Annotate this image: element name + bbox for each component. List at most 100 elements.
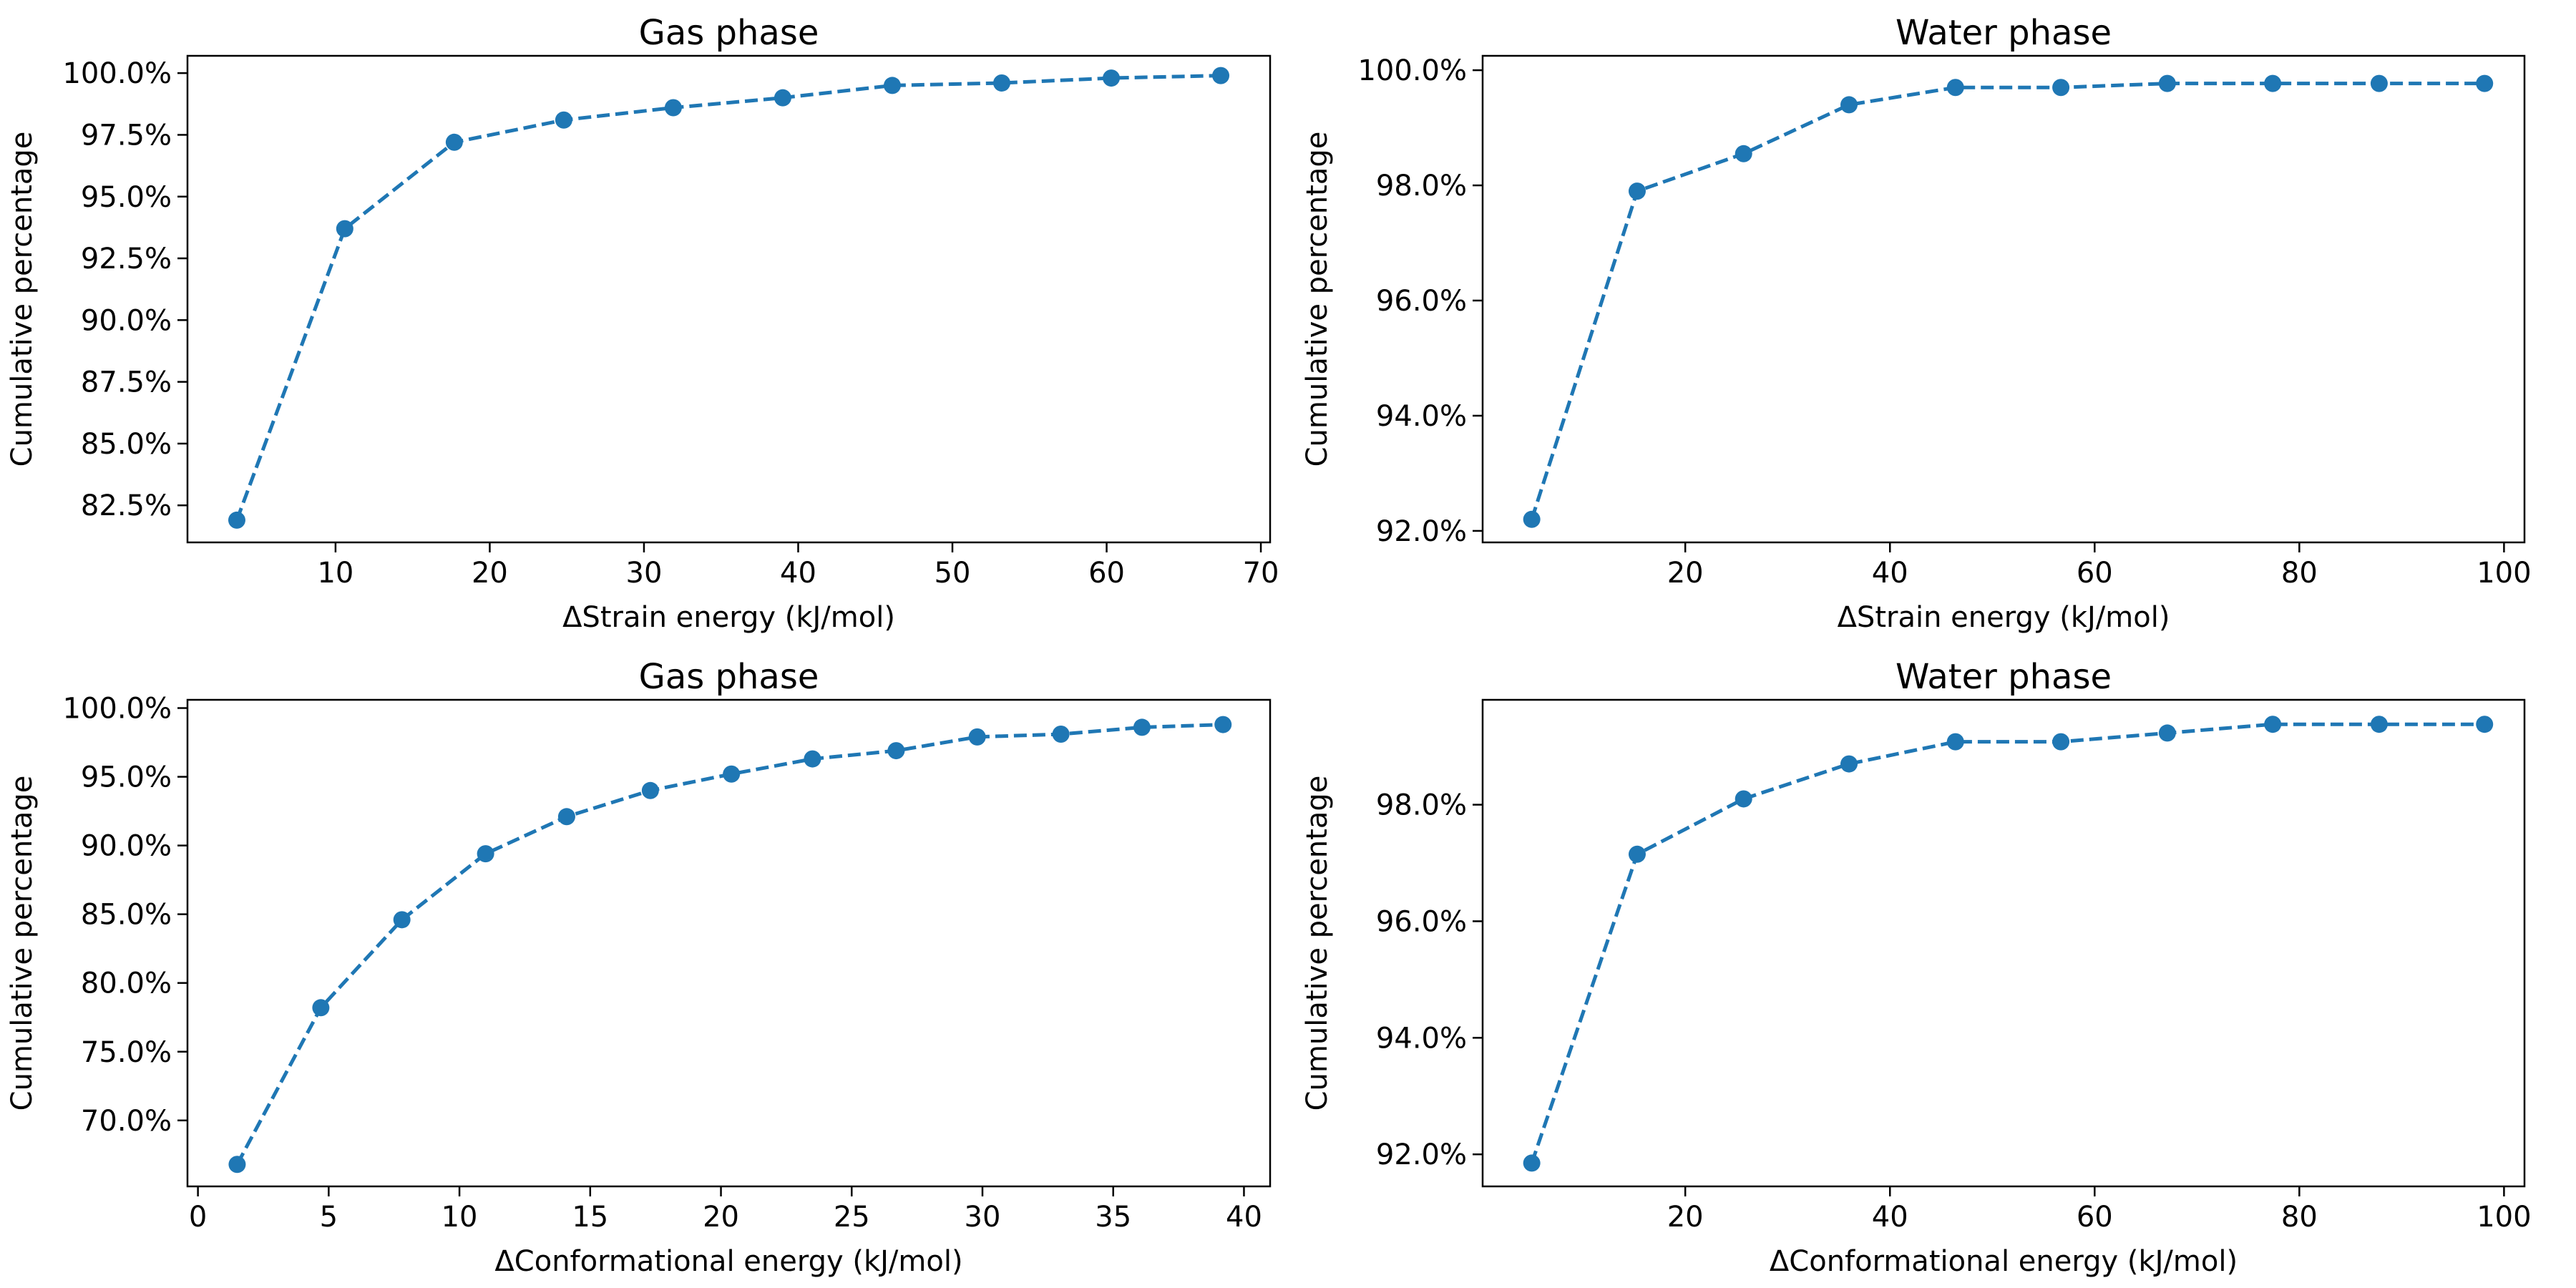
data-point <box>477 845 494 863</box>
y-tick-label: 90.0% <box>81 304 172 337</box>
data-point <box>1523 510 1541 528</box>
data-point <box>557 808 575 826</box>
series-line <box>235 74 1221 521</box>
series-line <box>235 723 1224 1166</box>
data-point <box>2158 724 2176 742</box>
x-tick-label: 40 <box>1872 1201 1908 1234</box>
y-tick-label: 96.0% <box>1376 905 1467 938</box>
data-point <box>2370 716 2388 733</box>
x-axis-label: ΔConformational energy (kJ/mol) <box>494 1245 962 1278</box>
axes-frame <box>186 54 1272 544</box>
y-tick-label: 85.0% <box>81 428 172 461</box>
y-tick-label: 75.0% <box>81 1036 172 1069</box>
data-point <box>1946 79 1964 97</box>
x-tick-label: 40 <box>1872 557 1908 590</box>
data-point <box>393 911 411 929</box>
x-tick-label: 30 <box>626 557 663 590</box>
axes-frame <box>1481 54 2526 544</box>
data-point <box>2370 74 2388 92</box>
chart-panel-2: Water phase 20 40 60 80 100 92.0% 94.0% 96.0% 98.… <box>1301 13 2532 634</box>
x-tick-label: 100 <box>2477 557 2531 590</box>
series-line <box>1530 82 2485 520</box>
x-axis-label: ΔStrain energy (kJ/mol) <box>562 601 895 634</box>
chart-panel-1: Gas phase 10 20 30 40 50 60 70 82.5% 85.0% 87.5% 90… <box>6 13 1279 634</box>
data-point <box>2158 74 2176 92</box>
y-tick-label: 70.0% <box>81 1105 172 1138</box>
y-tick-label: 92.0% <box>1376 515 1467 548</box>
y-tick-label: 95.0% <box>81 761 172 794</box>
chart-panel-4: Water phase 20 40 60 80 100 92.0% 94.0% 96.0% 98.… <box>1301 657 2532 1278</box>
x-tick-label: 5 <box>320 1201 338 1234</box>
x-tick-label: 70 <box>1243 557 1279 590</box>
x-tick-label: 40 <box>1226 1201 1262 1234</box>
y-axis-label: Cumulative percentage <box>1301 132 1334 467</box>
x-tick-label: 40 <box>780 557 816 590</box>
data-point <box>228 1156 246 1174</box>
data-point <box>1840 96 1858 114</box>
data-point <box>1735 145 1752 162</box>
y-tick-label: 92.5% <box>81 243 172 275</box>
data-point <box>2476 74 2494 92</box>
y-tick-label: 85.0% <box>81 899 172 932</box>
y-tick-label: 92.0% <box>1376 1138 1467 1171</box>
axes-frame <box>186 698 1272 1188</box>
y-tick-label: 94.0% <box>1376 400 1467 433</box>
data-point <box>1840 755 1858 773</box>
data-point <box>2052 733 2070 751</box>
data-point <box>804 750 821 768</box>
x-tick-label: 80 <box>2281 1201 2318 1234</box>
y-axis-label: Cumulative percentage <box>6 132 39 467</box>
x-tick-label: 100 <box>2477 1201 2531 1234</box>
data-point <box>312 999 330 1017</box>
x-axis-label: ΔConformational energy (kJ/mol) <box>1770 1245 2238 1278</box>
chart-panel-3: Gas phase 0 5 10 15 20 25 30 35 40 70.0% 75.0% 80.0%… <box>6 657 1272 1278</box>
data-point <box>1212 67 1230 84</box>
chart-title: Water phase <box>1896 657 2112 697</box>
chart-title: Gas phase <box>639 657 819 697</box>
x-tick-label: 60 <box>2077 1201 2113 1234</box>
y-tick-label: 98.0% <box>1376 789 1467 822</box>
y-tick-label: 100.0% <box>62 693 172 726</box>
data-point <box>992 74 1010 92</box>
x-tick-label: 25 <box>834 1201 870 1234</box>
data-point <box>555 111 572 129</box>
data-point <box>968 728 986 746</box>
y-tick-label: 94.0% <box>1376 1022 1467 1055</box>
y-tick-label: 96.0% <box>1376 285 1467 318</box>
data-point <box>774 89 791 107</box>
data-point <box>2476 716 2494 733</box>
data-point <box>664 99 682 117</box>
data-point <box>2264 716 2282 733</box>
x-tick-label: 50 <box>935 557 971 590</box>
y-tick-label: 87.5% <box>81 366 172 399</box>
x-tick-label: 80 <box>2281 557 2318 590</box>
x-tick-label: 20 <box>1667 1201 1704 1234</box>
data-point <box>1052 726 1070 743</box>
data-point <box>336 220 353 238</box>
x-tick-label: 60 <box>2077 557 2113 590</box>
x-tick-label: 0 <box>189 1201 207 1234</box>
x-tick-label: 60 <box>1088 557 1125 590</box>
y-tick-label: 98.0% <box>1376 170 1467 203</box>
data-point <box>1628 182 1646 200</box>
data-point <box>887 742 905 760</box>
y-tick-label: 95.0% <box>81 181 172 214</box>
data-point <box>1133 718 1151 736</box>
y-axis-label: Cumulative percentage <box>1301 776 1334 1111</box>
data-point <box>641 781 659 799</box>
x-tick-label: 10 <box>317 557 353 590</box>
x-tick-label: 20 <box>1667 557 1704 590</box>
x-axis-label: ΔStrain energy (kJ/mol) <box>1838 601 2170 634</box>
y-tick-label: 97.5% <box>81 119 172 152</box>
y-tick-label: 80.0% <box>81 967 172 1000</box>
x-tick-label: 35 <box>1095 1201 1131 1234</box>
x-tick-label: 30 <box>965 1201 1001 1234</box>
data-point <box>228 511 245 529</box>
data-point <box>883 77 901 94</box>
y-axis-label: Cumulative percentage <box>6 776 39 1111</box>
y-tick-label: 90.0% <box>81 830 172 863</box>
chart-title: Water phase <box>1896 13 2112 53</box>
y-tick-label: 100.0% <box>62 57 172 90</box>
data-point <box>445 133 463 151</box>
